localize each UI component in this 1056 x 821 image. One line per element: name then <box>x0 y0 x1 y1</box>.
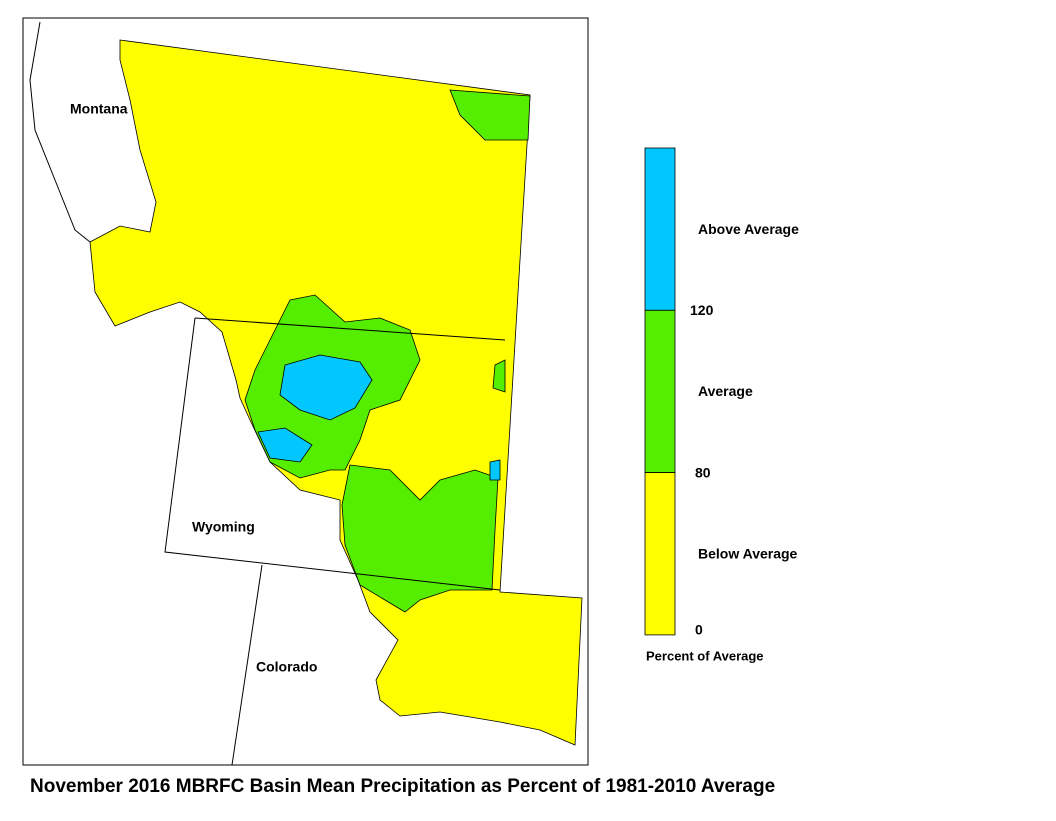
legend-title: Percent of Average <box>646 648 764 663</box>
state-border <box>231 564 263 766</box>
legend-swatch <box>644 147 676 311</box>
state-label: Colorado <box>256 659 317 675</box>
average-region <box>341 464 499 613</box>
above-average-region <box>279 354 373 421</box>
caption: November 2016 MBRFC Basin Mean Precipita… <box>30 776 775 797</box>
state-border <box>164 317 501 591</box>
legend-tick: 80 <box>695 464 711 480</box>
above-average-region <box>489 459 501 481</box>
legend-label: Above Average <box>698 221 799 237</box>
state-label: Montana <box>70 101 128 117</box>
legend: Above Average Average Below Average 120 80 0 <box>644 147 799 638</box>
state-label: Wyoming <box>192 519 255 535</box>
legend-tick: 120 <box>690 302 714 318</box>
legend-tick: 0 <box>695 622 703 638</box>
above-average-region <box>257 427 313 463</box>
state-border <box>194 317 506 341</box>
legend-swatch <box>644 472 676 636</box>
legend-label: Below Average <box>698 545 798 561</box>
legend-swatch <box>644 309 676 473</box>
average-region <box>492 359 506 393</box>
average-region <box>449 89 531 141</box>
state-border <box>29 21 91 243</box>
legend-label: Average <box>698 383 753 399</box>
